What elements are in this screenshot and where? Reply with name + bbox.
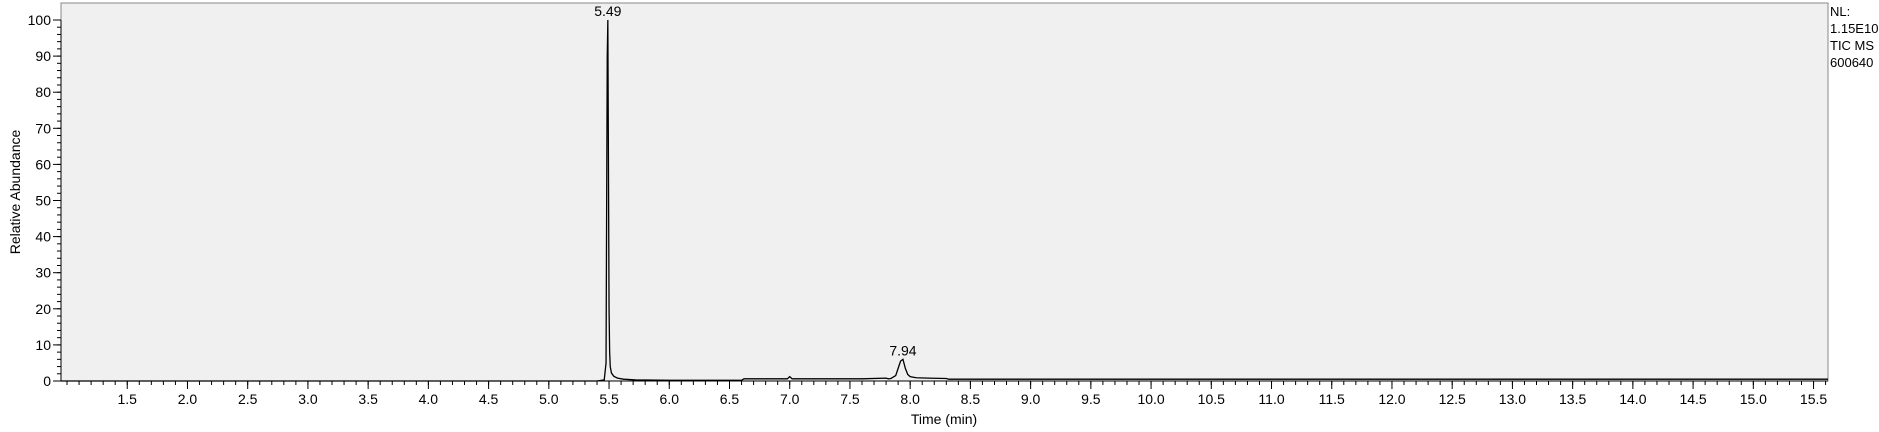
x-tick-label: 4.5: [479, 391, 499, 407]
x-tick-label: 14.0: [1619, 391, 1646, 407]
x-tick-label: 5.0: [539, 391, 559, 407]
y-tick-label: 60: [35, 156, 51, 172]
y-tick-label: 40: [35, 229, 51, 245]
x-tick-label: 2.5: [238, 391, 258, 407]
x-tick-label: 8.0: [900, 391, 920, 407]
y-tick-label: 100: [28, 12, 52, 28]
x-tick-label: 13.0: [1499, 391, 1526, 407]
sample-id: 600640: [1830, 55, 1874, 70]
scan-filter: TIC MS: [1830, 38, 1875, 53]
peak-label: 5.49: [594, 3, 621, 19]
y-tick-label: 90: [35, 48, 51, 64]
x-tick-label: 6.5: [720, 391, 740, 407]
nl-label: NL:: [1830, 4, 1851, 19]
tic-trace: [61, 19, 1828, 382]
y-tick-label: 80: [35, 84, 51, 100]
x-tick-label: 7.0: [780, 391, 800, 407]
x-tick-label: 2.0: [178, 391, 198, 407]
x-tick-label: 3.0: [298, 391, 318, 407]
peak-label: 7.94: [889, 342, 916, 358]
y-tick-label: 70: [35, 120, 51, 136]
x-tick-label: 15.5: [1800, 391, 1827, 407]
y-tick-label: 20: [35, 301, 51, 317]
chromatogram-chart: 1.5 2.0 2.5 3.0 3.5 4.0 4.5 5.0 5.5 6.0 6.5 7.0 7.5 8…: [7, 2, 1829, 427]
y-tick-label: 10: [35, 337, 51, 353]
plot-area: [60, 2, 1829, 382]
y-tick-label: 0: [43, 373, 51, 389]
x-tick-label: 5.5: [599, 391, 619, 407]
y-tick-label: 30: [35, 265, 51, 281]
y-tick-label: 50: [35, 193, 51, 209]
x-tick-label: 1.5: [118, 391, 138, 407]
x-axis-title: Time (min): [911, 411, 977, 427]
x-tick-label: 12.0: [1378, 391, 1405, 407]
x-tick-label: 10.5: [1198, 391, 1225, 407]
x-tick-label: 11.0: [1258, 391, 1284, 407]
x-tick-label: 11.5: [1319, 391, 1345, 407]
y-axis: 0 10 20 30 40 50 60 70 80 90 100: [28, 12, 62, 389]
x-tick-label: 7.5: [840, 391, 860, 407]
x-tick-label: 10.0: [1137, 391, 1164, 407]
peak-labels: 5.49 7.94: [594, 3, 917, 358]
x-tick-label: 15.0: [1740, 391, 1767, 407]
x-tick-label: 4.0: [419, 391, 439, 407]
x-tick-label: 9.5: [1081, 391, 1101, 407]
x-tick-label: 9.0: [1021, 391, 1041, 407]
x-tick-label: 14.5: [1679, 391, 1706, 407]
info-panel: NL: 1.15E10 TIC MS 600640: [1830, 3, 1879, 71]
x-tick-label: 8.5: [961, 391, 981, 407]
x-tick-label: 12.5: [1439, 391, 1466, 407]
y-axis-title: Relative Abundance: [7, 130, 23, 255]
nl-value: 1.15E10: [1830, 21, 1879, 36]
x-tick-label: 13.5: [1559, 391, 1586, 407]
x-axis: 1.5 2.0 2.5 3.0 3.5 4.0 4.5 5.0 5.5 6.0 6.5 7.0 7.5 8…: [61, 380, 1828, 407]
x-tick-label: 3.5: [358, 391, 378, 407]
x-tick-label: 6.0: [660, 391, 680, 407]
